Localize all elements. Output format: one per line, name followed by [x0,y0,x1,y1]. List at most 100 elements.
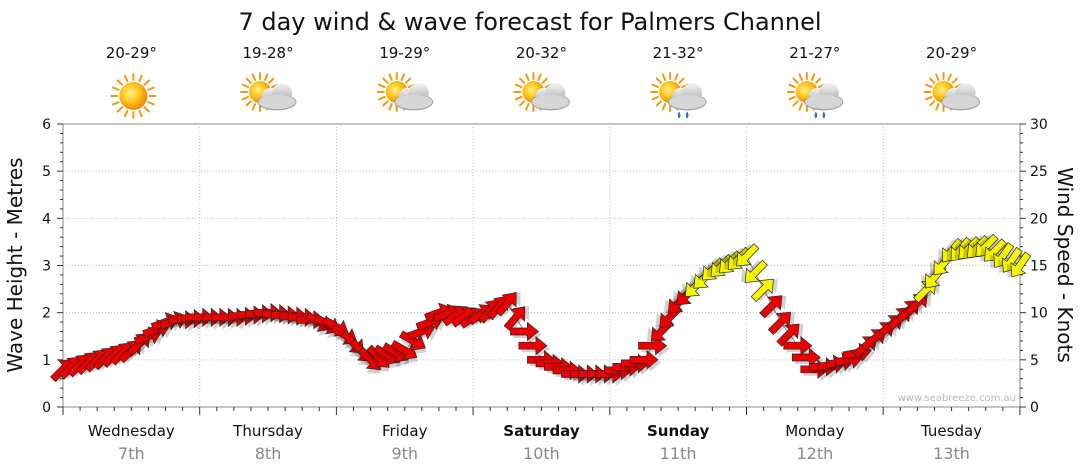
wind-arrow [767,311,795,335]
sun-ray [519,100,526,107]
cloud [257,83,297,111]
sun-ray [661,103,667,111]
sun-ray [138,109,143,118]
sun-ray [382,77,389,84]
sun-ray [147,101,155,106]
y-tick-label: 2 [42,306,51,322]
sun-ray [378,83,386,89]
y-tick-label: 0 [42,400,51,416]
y-axis-right: 0 5 10 15 20 25 30 [1020,117,1048,416]
temp-range-label: 19-28° [243,44,294,62]
day-date-label: 11th [660,444,697,463]
y2-tick-label: 10 [1030,306,1048,322]
wind-arrow [1006,251,1032,278]
cloud [941,83,980,111]
chart-title: 7 day wind & wave forecast for Palmers C… [238,8,821,36]
sun-ray [525,103,530,111]
sun-ray [655,77,662,84]
wind-arrow [398,330,427,355]
rain-drop [677,111,681,119]
wind-arrow [510,321,542,344]
day-name-label: Monday [785,422,844,440]
day-date-label: 12th [796,444,833,463]
sun-ray [788,95,796,101]
weather-partly-cloudy-icon: 19-29° [376,44,434,112]
day-name-label: Sunday [647,422,710,440]
cloud [531,83,570,111]
sun-ray [251,103,257,111]
day-name-label: Thursday [232,422,303,440]
weather-partly-cloudy-icon: 20-29° [923,44,980,112]
sun-ray [935,73,940,81]
day-name-label: Tuesday [920,422,982,440]
sun-ray [147,86,155,91]
sun-ray [112,86,120,91]
sun-ray [519,77,526,84]
sun-ray [651,83,660,89]
sun-ray [929,77,936,84]
wind-arrow [740,259,768,283]
y-tick-label: 5 [42,164,51,180]
temp-range-label: 20-29° [926,44,977,62]
weather-sunny-icon: 20-29° [106,44,157,119]
weather-shower-icon: 21-32° [650,44,707,119]
sun-ray [404,77,412,84]
sun-ray [514,95,523,101]
wind-arrow [732,243,760,267]
rain-drop [822,111,826,119]
weather-shower-icon: 21-27° [786,44,844,119]
sun-ray [116,106,124,113]
y-axis-label-left: Wave Height - Metres [3,157,27,372]
sun-ray [678,77,685,84]
day-name-label: Friday [382,422,428,440]
sun-ray [388,103,393,111]
wind-arrow [629,350,661,372]
temp-range-label: 19-29° [379,44,430,62]
sun-ray [541,77,548,84]
sun-ray [123,109,129,118]
sun-ray [935,103,940,111]
wind-arrow [759,295,787,319]
cloud [804,83,844,111]
sun-ray [947,73,952,81]
sun-ray [382,100,389,107]
sun-ray [268,77,275,84]
y2-tick-label: 20 [1030,211,1048,227]
sun-ray [514,83,523,89]
wind-arrow [750,278,778,302]
sun-ray [924,95,933,101]
temp-range-label: 21-27° [789,44,840,62]
day-date-label: 8th [255,444,282,463]
sun-disc [119,82,148,110]
sun-ray [116,79,124,86]
weather-partly-cloudy-icon: 19-28° [240,44,297,112]
day-name-label: Wednesday [88,422,175,440]
day-name-label: Saturday [503,422,580,440]
sun-ray [674,73,679,81]
x-axis: Wednesday 7th Thursday 8th Friday 9th Saturday… [62,407,1021,463]
sun-ray [810,73,816,81]
day-date-label: 7th [118,444,145,463]
sun-ray [661,73,667,81]
sun-ray [924,83,933,89]
wind-arrow [495,292,521,317]
y-tick-label: 4 [42,211,51,227]
sun-ray [245,100,252,107]
rain-drop [685,111,689,119]
y-tick-label: 6 [42,117,51,133]
y2-tick-label: 30 [1030,117,1048,133]
wind-arrow [390,339,419,364]
cloud [667,83,707,111]
wind-arrows [50,233,1032,386]
sun-ray [123,74,129,83]
sun-ray [525,73,530,81]
temp-range-label: 20-32° [516,44,567,62]
sun-ray [815,77,822,84]
sun-ray [245,77,252,84]
sun-ray [798,73,803,81]
sun-ray [241,95,250,101]
watermark: www.seabreeze.com.au [898,393,1016,404]
sun-ray [651,95,660,101]
y-axis-label-right: Wind Speed - Knots [1053,167,1077,363]
day-date-label: 9th [391,444,418,463]
